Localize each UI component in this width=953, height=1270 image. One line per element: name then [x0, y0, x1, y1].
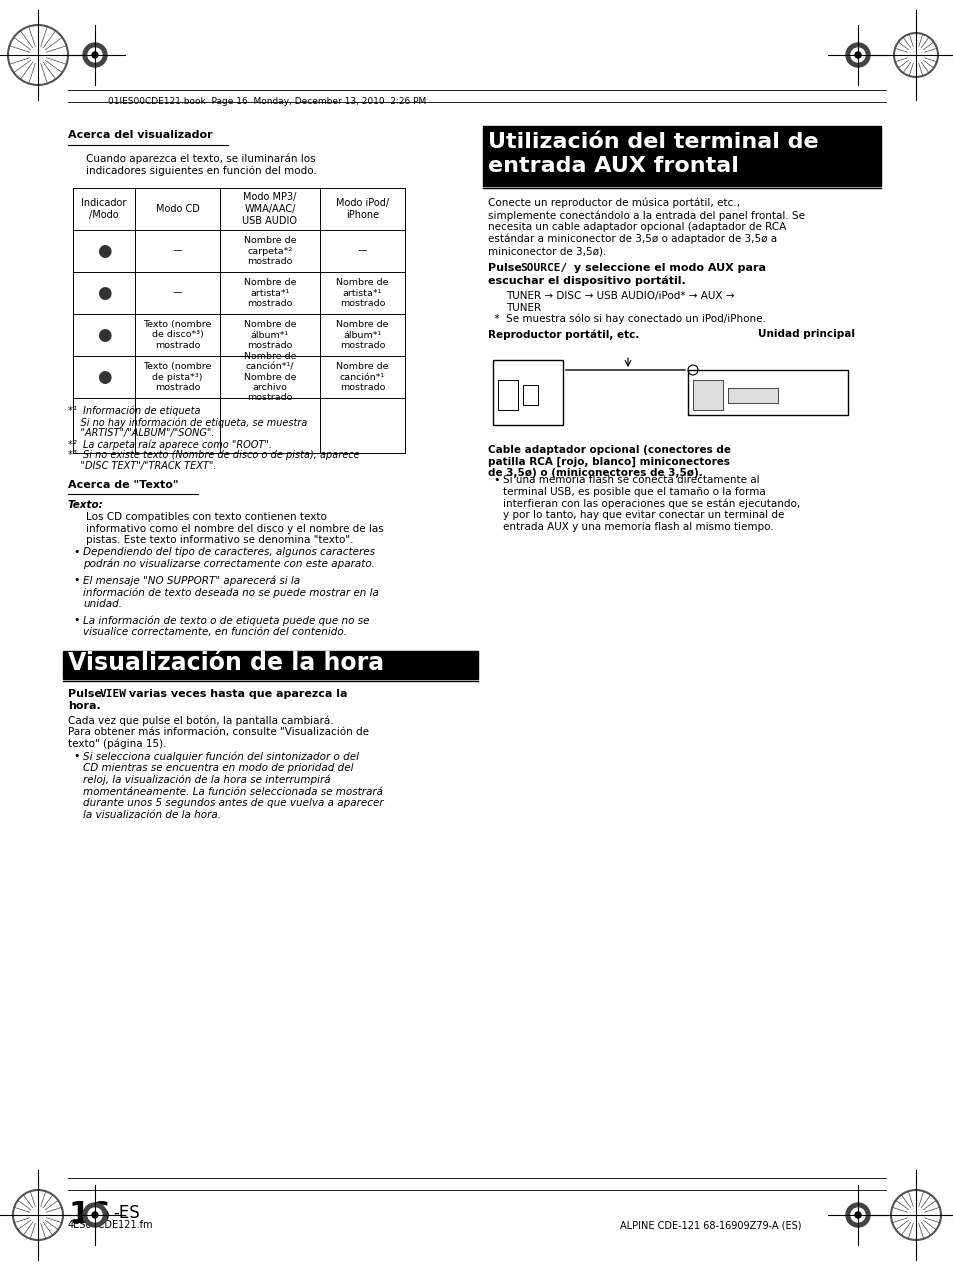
Circle shape — [854, 52, 861, 58]
Text: —: — — [172, 246, 182, 255]
Text: Los CD compatibles con texto contienen texto
informativo como el nombre del disc: Los CD compatibles con texto contienen t… — [86, 512, 383, 545]
Text: Texto (nombre
de disco*³)
mostrado: Texto (nombre de disco*³) mostrado — [143, 320, 212, 351]
Bar — [522, 385, 537, 405]
Text: TUNER → DISC → USB AUDIO/iPod* → AUX →
TUNER: TUNER → DISC → USB AUDIO/iPod* → AUX → T… — [505, 291, 734, 312]
Circle shape — [30, 1206, 46, 1223]
Circle shape — [850, 48, 864, 62]
Text: •: • — [493, 475, 499, 485]
Bar — [727, 389, 778, 403]
Text: Nombre de
artista*¹
mostrado: Nombre de artista*¹ mostrado — [335, 278, 388, 307]
Text: Modo iPod/
iPhone: Modo iPod/ iPhone — [335, 198, 389, 220]
Text: Visualización de la hora: Visualización de la hora — [68, 652, 384, 674]
Text: Acerca del visualizador: Acerca del visualizador — [68, 130, 213, 140]
Text: 4ES04CDE121.fm: 4ES04CDE121.fm — [68, 1220, 153, 1231]
Text: El mensaje "NO SUPPORT" aparecerá si la
información de texto deseada no se puede: El mensaje "NO SUPPORT" aparecerá si la … — [83, 575, 378, 610]
Text: —: — — [357, 246, 367, 255]
Text: Cada vez que pulse el botón, la pantalla cambiará.
Para obtener más información,: Cada vez que pulse el botón, la pantalla… — [68, 715, 369, 749]
Text: ●: ● — [96, 284, 112, 302]
Text: VIEW: VIEW — [100, 690, 127, 698]
Bar — [482, 126, 880, 185]
Circle shape — [91, 1212, 98, 1218]
Text: Dependiendo del tipo de caracteres, algunos caracteres
podrán no visualizarse co: Dependiendo del tipo de caracteres, algu… — [83, 547, 375, 569]
Text: -ES: -ES — [112, 1204, 139, 1222]
Text: •: • — [73, 547, 79, 558]
Text: Texto:: Texto: — [68, 500, 104, 511]
Text: La información de texto o de etiqueta puede que no se
visualice correctamente, e: La información de texto o de etiqueta pu… — [83, 615, 369, 638]
Text: Reproductor portátil, etc.: Reproductor portátil, etc. — [488, 329, 639, 339]
Text: Unidad principal: Unidad principal — [758, 329, 854, 339]
Circle shape — [83, 1203, 107, 1227]
Circle shape — [30, 47, 46, 64]
Text: *¹  Información de etiqueta: *¹ Información de etiqueta — [68, 406, 200, 417]
Bar — [497, 380, 517, 410]
Text: entrada AUX frontal: entrada AUX frontal — [488, 156, 739, 177]
Text: varias veces hasta que aparezca la: varias veces hasta que aparezca la — [125, 690, 347, 698]
Text: Cuando aparezca el texto, se iluminarán los
indicadores siguientes en función de: Cuando aparezca el texto, se iluminarán … — [86, 152, 316, 175]
Text: Utilización del terminal de: Utilización del terminal de — [488, 132, 818, 152]
Text: Nombre de
carpeta*²
mostrado: Nombre de carpeta*² mostrado — [244, 236, 296, 265]
Circle shape — [907, 1206, 923, 1223]
Text: Nombre de
canción*¹
mostrado: Nombre de canción*¹ mostrado — [335, 362, 388, 392]
Text: escuchar el dispositivo portátil.: escuchar el dispositivo portátil. — [488, 276, 685, 286]
Text: •: • — [73, 615, 79, 625]
Text: ALPINE CDE-121 68-16909Z79-A (ES): ALPINE CDE-121 68-16909Z79-A (ES) — [619, 1220, 801, 1231]
Circle shape — [88, 1208, 102, 1222]
Text: Si una memoria flash se conecta directamente al
terminal USB, es posible que el : Si una memoria flash se conecta directam… — [502, 475, 800, 532]
Text: 16: 16 — [68, 1200, 111, 1229]
Circle shape — [88, 48, 102, 62]
Circle shape — [845, 1203, 869, 1227]
Circle shape — [91, 52, 98, 58]
Circle shape — [850, 1208, 864, 1222]
Bar — [63, 652, 477, 679]
Text: "ARTIST"/"ALBUM"/"SONG".: "ARTIST"/"ALBUM"/"SONG". — [68, 428, 214, 438]
Text: ●: ● — [96, 326, 112, 344]
Text: Cable adaptador opcional (conectores de
patilla RCA [rojo, blanco] miniconectore: Cable adaptador opcional (conectores de … — [488, 444, 730, 479]
Text: SOURCE/: SOURCE/ — [519, 263, 567, 273]
Text: hora.: hora. — [68, 701, 101, 711]
Bar — [687, 370, 847, 415]
Bar — [493, 359, 562, 425]
Text: Pulse: Pulse — [488, 263, 525, 273]
Text: ●: ● — [96, 368, 112, 386]
Text: *²  La carpeta raíz aparece como "ROOT".: *² La carpeta raíz aparece como "ROOT". — [68, 439, 272, 450]
Text: *  Se muestra sólo si hay conectado un iPod/iPhone.: * Se muestra sólo si hay conectado un iP… — [488, 312, 765, 324]
Bar — [692, 380, 722, 410]
Text: ●: ● — [96, 243, 112, 260]
Text: Si no hay información de etiqueta, se muestra: Si no hay información de etiqueta, se mu… — [68, 417, 307, 428]
Circle shape — [854, 1212, 861, 1218]
Text: Indicador
/Modo: Indicador /Modo — [81, 198, 127, 220]
Text: —: — — [172, 288, 182, 297]
Circle shape — [907, 47, 923, 64]
Text: "DISC TEXT"/"TRACK TEXT".: "DISC TEXT"/"TRACK TEXT". — [68, 461, 216, 471]
Text: Nombre de
canción*¹/
Nombre de
archivo
mostrado: Nombre de canción*¹/ Nombre de archivo m… — [244, 352, 296, 403]
Text: Modo CD: Modo CD — [155, 204, 199, 215]
Text: Pulse: Pulse — [68, 690, 106, 698]
Text: Modo MP3/
WMA/AAC/
USB AUDIO: Modo MP3/ WMA/AAC/ USB AUDIO — [242, 192, 297, 226]
Text: *³  Si no existe texto (Nombre de disco o de pista), aparece: *³ Si no existe texto (Nombre de disco o… — [68, 450, 359, 460]
Circle shape — [83, 43, 107, 67]
Text: Nombre de
álbum*¹
mostrado: Nombre de álbum*¹ mostrado — [335, 320, 388, 351]
Text: Nombre de
álbum*¹
mostrado: Nombre de álbum*¹ mostrado — [244, 320, 296, 351]
Text: •: • — [73, 575, 79, 585]
Text: 01IES00CDE121.book  Page 16  Monday, December 13, 2010  2:26 PM: 01IES00CDE121.book Page 16 Monday, Decem… — [108, 97, 426, 105]
Text: •: • — [73, 751, 79, 761]
Text: Nombre de
artista*¹
mostrado: Nombre de artista*¹ mostrado — [244, 278, 296, 307]
Text: y seleccione el modo AUX para: y seleccione el modo AUX para — [569, 263, 765, 273]
Text: Acerca de "Texto": Acerca de "Texto" — [68, 480, 178, 490]
Text: Si selecciona cualquier función del sintonizador o del
CD mientras se encuentra : Si selecciona cualquier función del sint… — [83, 751, 383, 820]
Circle shape — [845, 43, 869, 67]
Text: Conecte un reproductor de música portátil, etc.,
simplemente conectándolo a la e: Conecte un reproductor de música portáti… — [488, 198, 804, 257]
Text: Texto (nombre
de pista*³)
mostrado: Texto (nombre de pista*³) mostrado — [143, 362, 212, 392]
